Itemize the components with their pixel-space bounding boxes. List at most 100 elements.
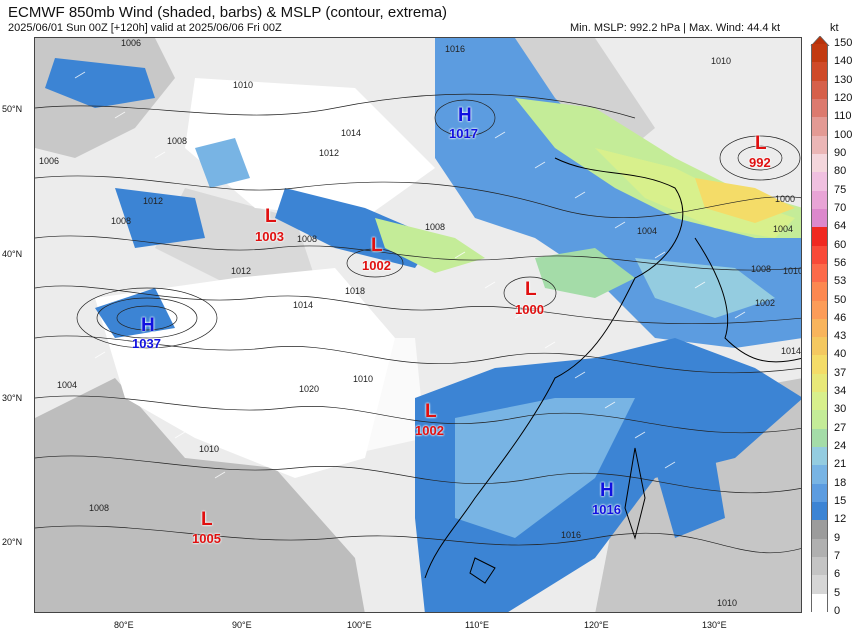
isobar-label: 1010 — [717, 598, 738, 608]
min-max-stats: Min. MSLP: 992.2 hPa | Max. Wind: 44.4 k… — [570, 22, 781, 34]
isobar-label: 1010 — [783, 266, 802, 276]
isobar-label: 1004 — [637, 226, 658, 236]
high-pressure-marker: H — [600, 480, 614, 501]
colorbar-segment — [811, 392, 828, 411]
high-pressure-marker: H — [458, 105, 472, 126]
colorbar-tick-label: 7 — [834, 550, 841, 563]
latitude-label: 30°N — [2, 393, 23, 403]
colorbar-segment — [811, 520, 828, 540]
colorbar-segment — [811, 117, 828, 137]
isobar-label: 1012 — [231, 266, 252, 276]
colorbar-tick-label: 140 — [834, 55, 853, 68]
colorbar-tick-label: 21 — [834, 458, 847, 471]
colorbar-tick-label: 80 — [834, 165, 847, 178]
wind-shading-layer — [35, 38, 801, 612]
colorbar-tick-label: 18 — [834, 476, 847, 489]
colorbar-tick-label: 30 — [834, 403, 847, 416]
colorbar-tick-label: 12 — [834, 513, 847, 526]
colorbar-tick-label: 5 — [834, 586, 841, 599]
colorbar-tick-label: 9 — [834, 531, 841, 544]
valid-time-subtitle: 2025/06/01 Sun 00Z [+120h] valid at 2025… — [8, 22, 282, 34]
colorbar-segment — [811, 538, 828, 558]
colorbar-tick-label: 43 — [834, 330, 847, 343]
low-pressure-marker: L — [265, 206, 277, 227]
colorbar — [811, 44, 828, 613]
colorbar-segment — [811, 447, 828, 466]
colorbar-segment — [811, 135, 828, 155]
chart-title: ECMWF 850mb Wind (shaded, barbs) & MSLP … — [8, 4, 448, 21]
colorbar-tick-label: 34 — [834, 385, 847, 398]
colorbar-tick-label: 70 — [834, 201, 847, 214]
colorbar-segment — [811, 227, 828, 247]
colorbar-segment — [811, 245, 828, 265]
colorbar-segment — [811, 575, 828, 595]
colorbar-segment — [811, 44, 828, 63]
low-pressure-value: 1002 — [415, 423, 444, 438]
colorbar-segment — [811, 428, 828, 448]
weather-map: 1006 1016 1010 1014 1012 1008 1006 1004 … — [34, 37, 802, 613]
colorbar-segment — [811, 80, 828, 100]
longitude-label: 120°E — [584, 620, 609, 630]
colorbar-tick-label: 50 — [834, 293, 847, 306]
isobar-label: 1008 — [111, 216, 132, 226]
colorbar-segment — [811, 263, 828, 283]
colorbar-tick-label: 120 — [834, 91, 853, 104]
isobar-label: 1004 — [773, 224, 794, 234]
isobar-label: 1006 — [39, 156, 60, 166]
low-pressure-value: 1003 — [255, 229, 284, 244]
isobar-label: 1008 — [425, 222, 446, 232]
latitude-label: 40°N — [2, 249, 23, 259]
isobar-label: 1004 — [57, 380, 78, 390]
isobar-label: 1008 — [167, 136, 188, 146]
isobar-label: 1008 — [89, 503, 110, 513]
colorbar-segment — [811, 62, 828, 82]
isobar-label: 1010 — [233, 80, 254, 90]
colorbar-tick-label: 53 — [834, 275, 847, 288]
colorbar-tick-label: 150 — [834, 37, 853, 49]
colorbar-segment — [811, 98, 828, 118]
isobar-label: 1016 — [445, 44, 466, 54]
isobar-label: 1010 — [353, 374, 374, 384]
colorbar-segment — [811, 557, 828, 576]
colorbar-segment — [811, 208, 828, 228]
latitude-label: 50°N — [2, 104, 23, 114]
low-pressure-marker: L — [201, 509, 213, 530]
colorbar-tick-label: 0 — [834, 605, 841, 617]
low-pressure-marker: L — [425, 401, 437, 422]
low-pressure-value: 1002 — [362, 258, 391, 273]
low-pressure-marker: L — [755, 133, 767, 154]
colorbar-segment — [811, 465, 828, 485]
colorbar-arrow — [810, 36, 830, 46]
isobar-label: 1006 — [121, 38, 142, 48]
isobar-label: 1000 — [775, 194, 796, 204]
colorbar-segment — [811, 373, 828, 393]
colorbar-tick-label: 64 — [834, 220, 847, 233]
isobar-label: 1002 — [755, 298, 776, 308]
isobar-label: 1010 — [199, 444, 220, 454]
colorbar-tick-label: 40 — [834, 348, 847, 361]
longitude-label: 130°E — [702, 620, 727, 630]
colorbar-tick-label: 27 — [834, 421, 847, 434]
longitude-label: 100°E — [347, 620, 372, 630]
longitude-label: 90°E — [232, 620, 252, 630]
low-pressure-marker: L — [371, 235, 383, 256]
colorbar-unit: kt — [830, 22, 839, 34]
latitude-label: 20°N — [2, 537, 23, 547]
colorbar-segment — [811, 355, 828, 375]
low-pressure-value: 992 — [749, 155, 771, 170]
isobar-label: 1014 — [781, 346, 802, 356]
high-pressure-marker: H — [141, 315, 155, 336]
isobar-label: 1012 — [143, 196, 164, 206]
colorbar-tick-label: 46 — [834, 311, 847, 324]
colorbar-tick-label: 60 — [834, 238, 847, 251]
colorbar-tick-label: 110 — [834, 110, 852, 123]
colorbar-segment — [811, 282, 828, 301]
colorbar-tick-label: 37 — [834, 366, 847, 379]
colorbar-tick-label: 56 — [834, 256, 847, 269]
isobar-label: 1018 — [345, 286, 366, 296]
isobar-label: 1014 — [341, 128, 362, 138]
colorbar-segment — [811, 593, 828, 613]
colorbar-segment — [811, 502, 828, 521]
colorbar-tick-label: 130 — [834, 73, 853, 86]
colorbar-tick-label: 100 — [834, 128, 853, 141]
